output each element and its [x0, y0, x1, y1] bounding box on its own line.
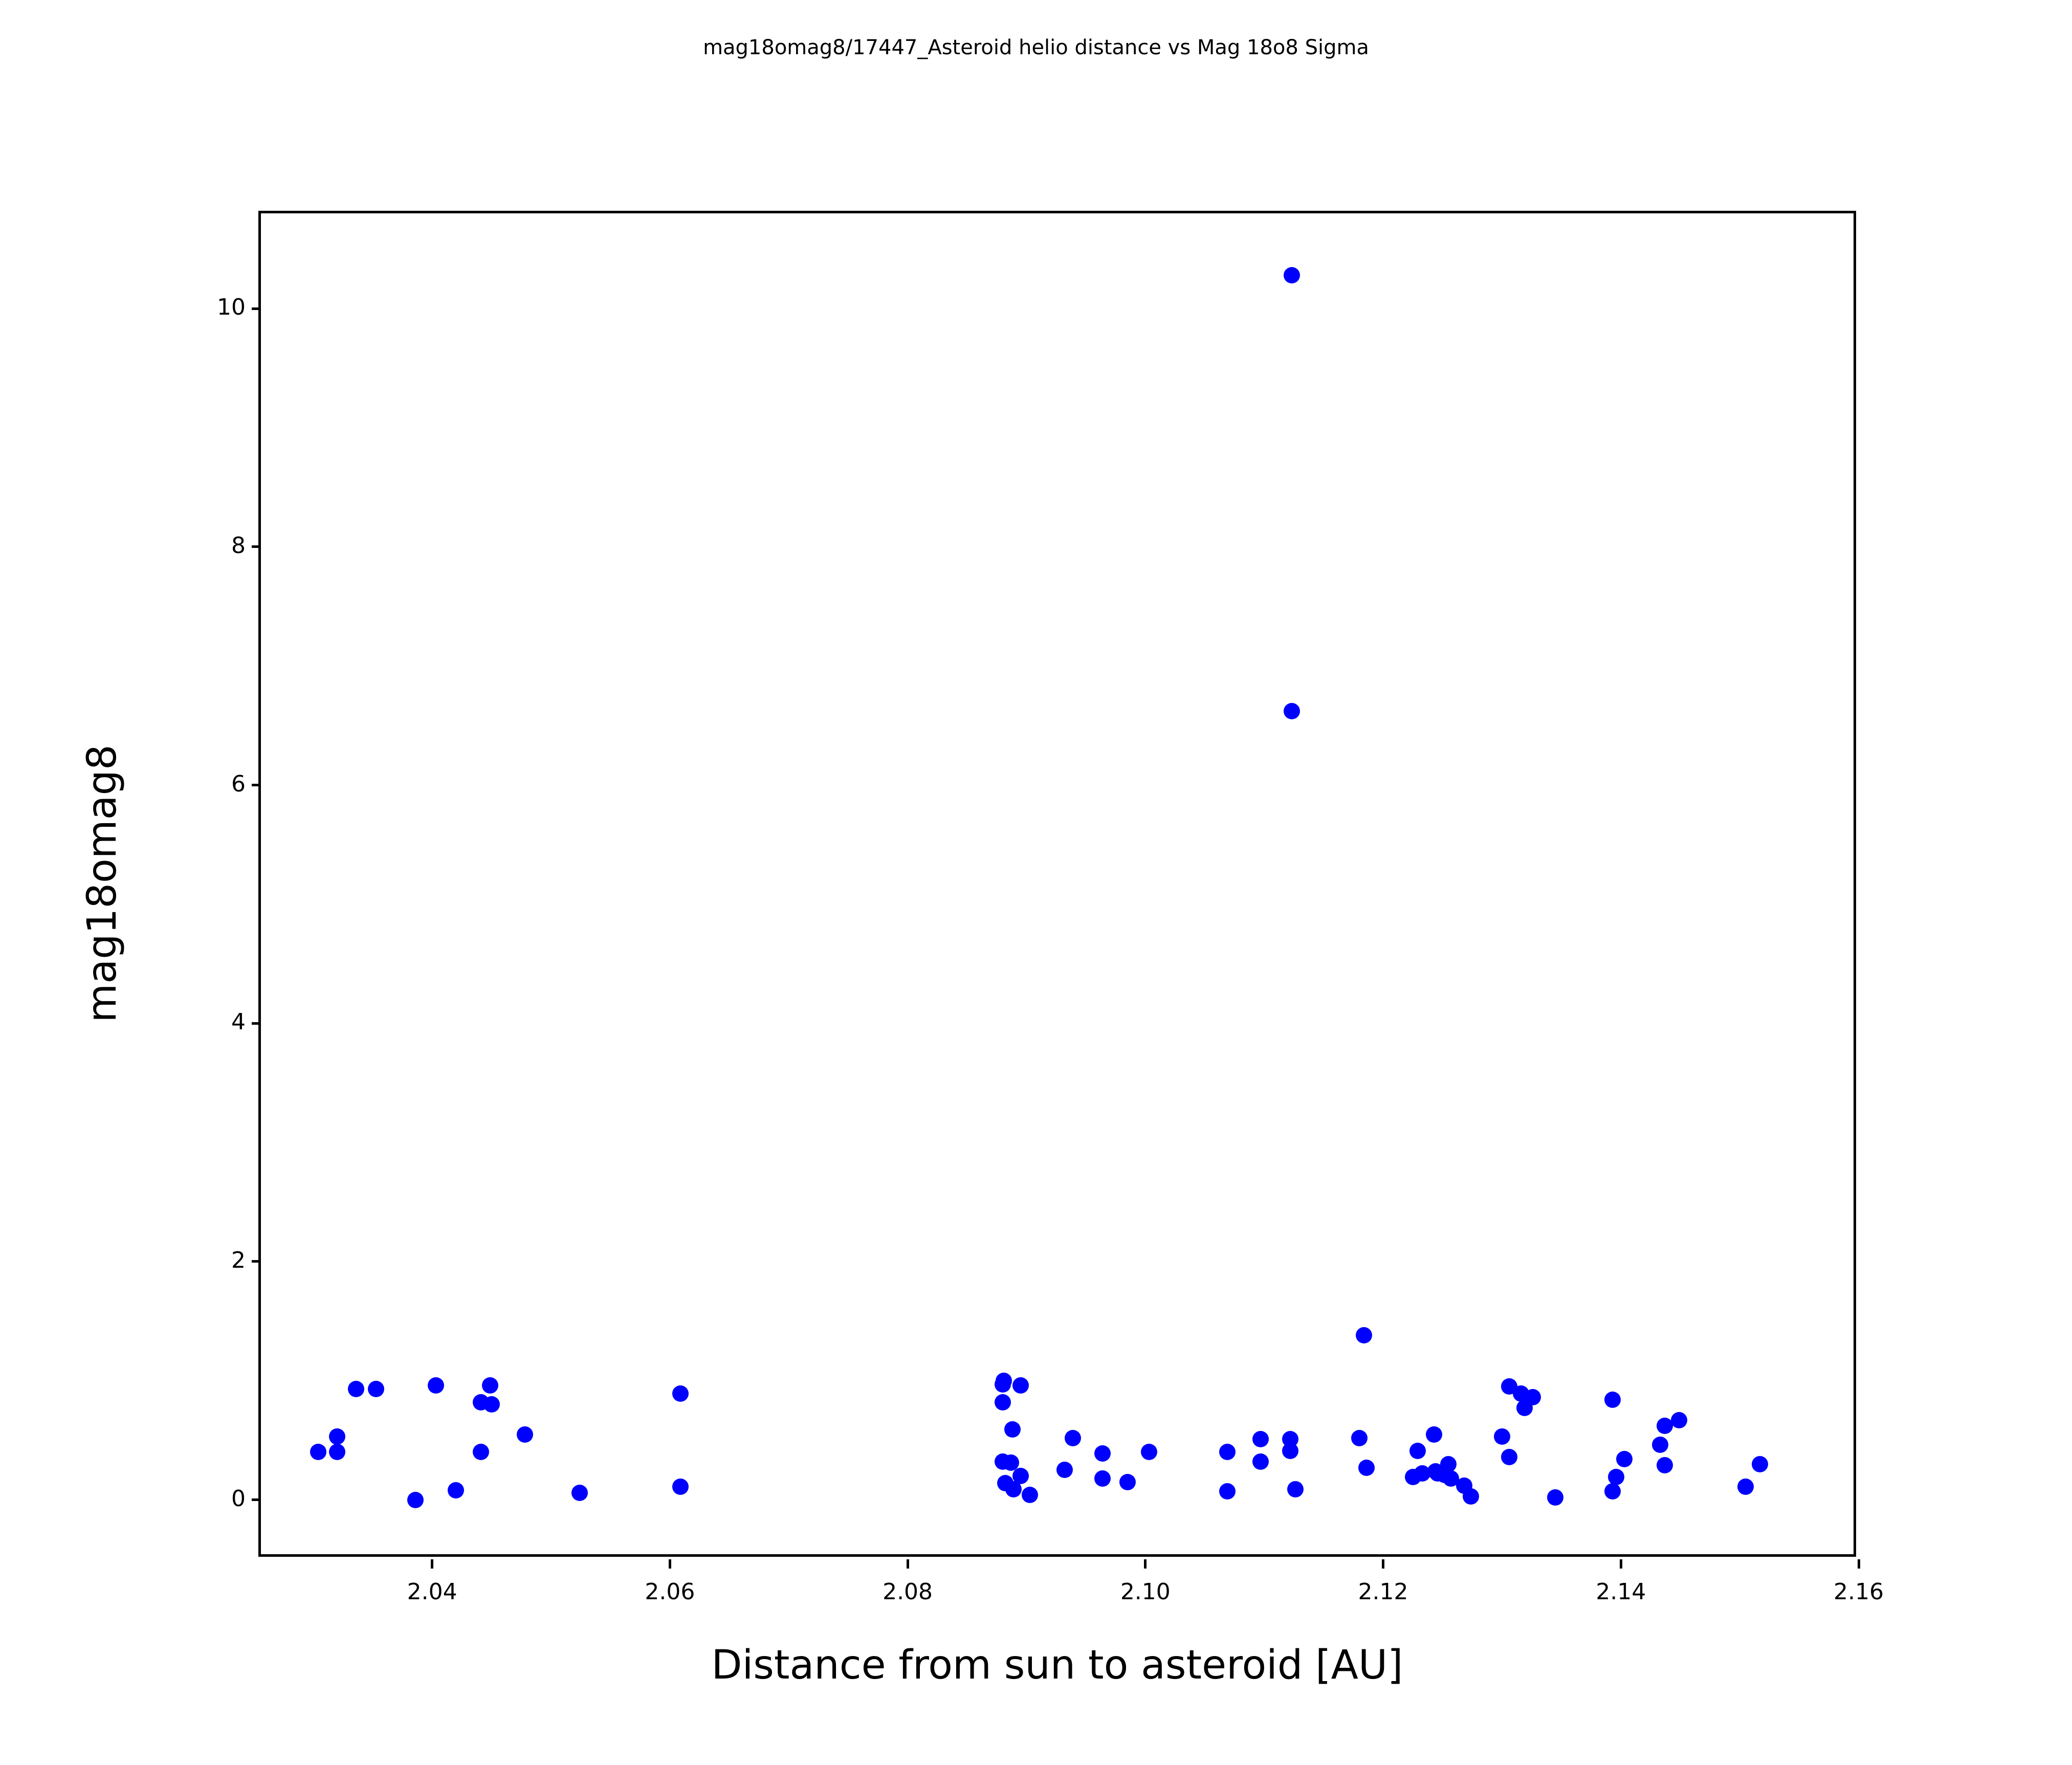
- data-point: [1604, 1392, 1621, 1408]
- y-tick-label: 8: [231, 532, 246, 559]
- data-point: [1119, 1473, 1136, 1490]
- data-point: [1005, 1481, 1022, 1497]
- data-point: [482, 1377, 499, 1394]
- data-point: [1282, 1443, 1299, 1460]
- data-point: [1737, 1478, 1754, 1495]
- data-point: [347, 1381, 364, 1398]
- data-point: [516, 1426, 533, 1443]
- data-point: [310, 1444, 326, 1461]
- data-point: [328, 1444, 345, 1461]
- data-point: [1351, 1429, 1368, 1446]
- x-tick-mark: [1144, 1559, 1147, 1569]
- data-point: [1219, 1444, 1236, 1461]
- page-title: mag18omag8/17447_Asteroid helio distance…: [703, 36, 1369, 59]
- x-tick-label: 2.12: [1358, 1579, 1408, 1605]
- data-point: [1616, 1451, 1633, 1468]
- x-tick-label: 2.04: [407, 1579, 457, 1605]
- y-tick-label: 0: [231, 1485, 246, 1512]
- data-point: [1283, 703, 1300, 720]
- data-point: [1547, 1489, 1564, 1506]
- data-point: [1493, 1428, 1510, 1445]
- data-point: [672, 1385, 689, 1402]
- data-point: [427, 1377, 444, 1394]
- data-point: [1752, 1455, 1769, 1472]
- data-point: [1065, 1429, 1082, 1446]
- x-tick-mark: [1619, 1559, 1622, 1569]
- data-point: [1604, 1483, 1621, 1500]
- data-point: [1252, 1430, 1269, 1447]
- data-point: [368, 1381, 385, 1398]
- data-point: [407, 1491, 424, 1508]
- y-axis-label: mag18omag8: [79, 744, 125, 1023]
- data-point: [1283, 267, 1300, 284]
- data-point: [994, 1394, 1011, 1410]
- data-point: [994, 1453, 1011, 1470]
- plot-area: [261, 213, 1854, 1554]
- data-point: [1287, 1481, 1304, 1497]
- y-tick-label: 4: [231, 1009, 246, 1035]
- x-axis-label: Distance from sun to asteroid [AU]: [711, 1642, 1403, 1688]
- x-tick-label: 2.10: [1120, 1579, 1171, 1605]
- data-point: [1671, 1411, 1688, 1428]
- x-tick-label: 2.16: [1834, 1579, 1884, 1605]
- data-point: [1356, 1327, 1373, 1344]
- data-point: [472, 1444, 489, 1461]
- data-point: [1501, 1448, 1517, 1465]
- data-point: [1004, 1421, 1021, 1438]
- data-point: [483, 1396, 500, 1413]
- y-tick-mark: [252, 1022, 261, 1025]
- data-point: [1426, 1426, 1443, 1443]
- data-point: [1657, 1418, 1673, 1435]
- y-tick-mark: [252, 545, 261, 548]
- x-tick-label: 2.08: [883, 1579, 933, 1605]
- y-tick-label: 6: [231, 770, 246, 797]
- x-tick-label: 2.06: [645, 1579, 695, 1605]
- data-point: [1463, 1488, 1480, 1505]
- y-tick-mark: [252, 784, 261, 787]
- data-point: [1358, 1459, 1375, 1476]
- y-tick-label: 10: [217, 294, 246, 321]
- data-point: [1440, 1455, 1457, 1472]
- x-tick-mark: [668, 1559, 671, 1569]
- data-point: [328, 1428, 345, 1445]
- data-point: [1056, 1462, 1073, 1479]
- plot-frame: 0 2 4 6 8 10 2.04 2.06 2.08 2.10 2.12 2.14 2.16: [217, 211, 1884, 1605]
- data-point: [1657, 1457, 1673, 1474]
- y-tick-label: 2: [231, 1247, 246, 1273]
- data-point: [1012, 1377, 1029, 1394]
- data-point: [1409, 1443, 1426, 1460]
- data-point: [1140, 1444, 1157, 1461]
- y-tick-mark: [252, 307, 261, 310]
- x-tick-mark: [431, 1559, 434, 1569]
- x-tick-mark: [906, 1559, 909, 1569]
- data-point: [1094, 1470, 1111, 1487]
- y-tick-mark: [252, 1498, 261, 1502]
- data-point: [571, 1484, 588, 1501]
- data-point: [1525, 1389, 1541, 1406]
- data-point: [1252, 1453, 1269, 1470]
- data-point: [448, 1482, 465, 1498]
- y-tick-mark: [252, 1260, 261, 1263]
- data-point: [1022, 1487, 1039, 1504]
- data-point: [1607, 1469, 1624, 1486]
- data-point: [1651, 1437, 1668, 1453]
- x-tick-mark: [1857, 1559, 1860, 1569]
- data-point: [996, 1372, 1012, 1389]
- data-point: [672, 1478, 689, 1495]
- data-point: [1219, 1483, 1236, 1500]
- x-tick-mark: [1382, 1559, 1385, 1569]
- data-point: [1094, 1445, 1111, 1462]
- x-tick-label: 2.14: [1596, 1579, 1646, 1605]
